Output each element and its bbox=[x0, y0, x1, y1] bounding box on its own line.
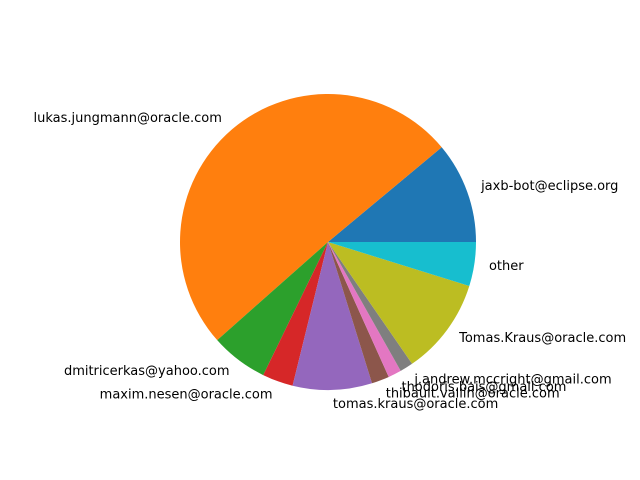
pie-slice-thodoris-bais-gmail-com bbox=[328, 242, 401, 377]
slice-labels: jaxb-bot@eclipse.org lukas.jungmann@oracl… bbox=[33, 111, 626, 412]
slice-label-maxim-nesen-oracle-com: maxim.nesen@oracle.com bbox=[100, 388, 273, 403]
slice-label-lukas-jungmann-oracle-com: lukas.jungmann@oracle.com bbox=[33, 111, 221, 126]
pie-slices bbox=[179, 93, 476, 390]
slice-label-thodoris-bais-gmail-com: thodoris.bais@gmail.com bbox=[401, 380, 566, 395]
slice-label-other: other bbox=[489, 259, 524, 274]
pie-slice-j-andrew-mccright-gmail-com bbox=[328, 242, 413, 371]
pie-slice-tomas-kraus-oracle-com bbox=[328, 242, 470, 364]
pie-slice-other bbox=[328, 242, 476, 287]
pie-slice-jaxb-bot-eclipse-org bbox=[328, 147, 476, 242]
pie-slice-lukas-jungmann-oracle-com bbox=[179, 93, 442, 341]
slice-label-j-andrew-mccright-gmail-com: j.andrew.mccright@gmail.com bbox=[413, 373, 611, 388]
pie-slice-maxim-nesen-oracle-com bbox=[263, 242, 328, 386]
pie-slice-dmitricerkas-yahoo-com bbox=[217, 242, 328, 376]
pie-slice-tomas-kraus-oracle-com bbox=[292, 242, 373, 390]
slice-label-jaxb-bot-eclipse-org: jaxb-bot@eclipse.org bbox=[480, 179, 618, 194]
slice-label-dmitricerkas-yahoo-com: dmitricerkas@yahoo.com bbox=[64, 364, 230, 379]
pie-slice-thibault-vallin-oracle-com bbox=[328, 242, 389, 384]
slice-label-tomas-kraus-oracle-com: tomas.kraus@oracle.com bbox=[333, 397, 498, 412]
slice-label-tomas-kraus-oracle-com: Tomas.Kraus@oracle.com bbox=[458, 331, 626, 346]
slice-label-thibault-vallin-oracle-com: thibault.vallin@oracle.com bbox=[386, 387, 560, 402]
